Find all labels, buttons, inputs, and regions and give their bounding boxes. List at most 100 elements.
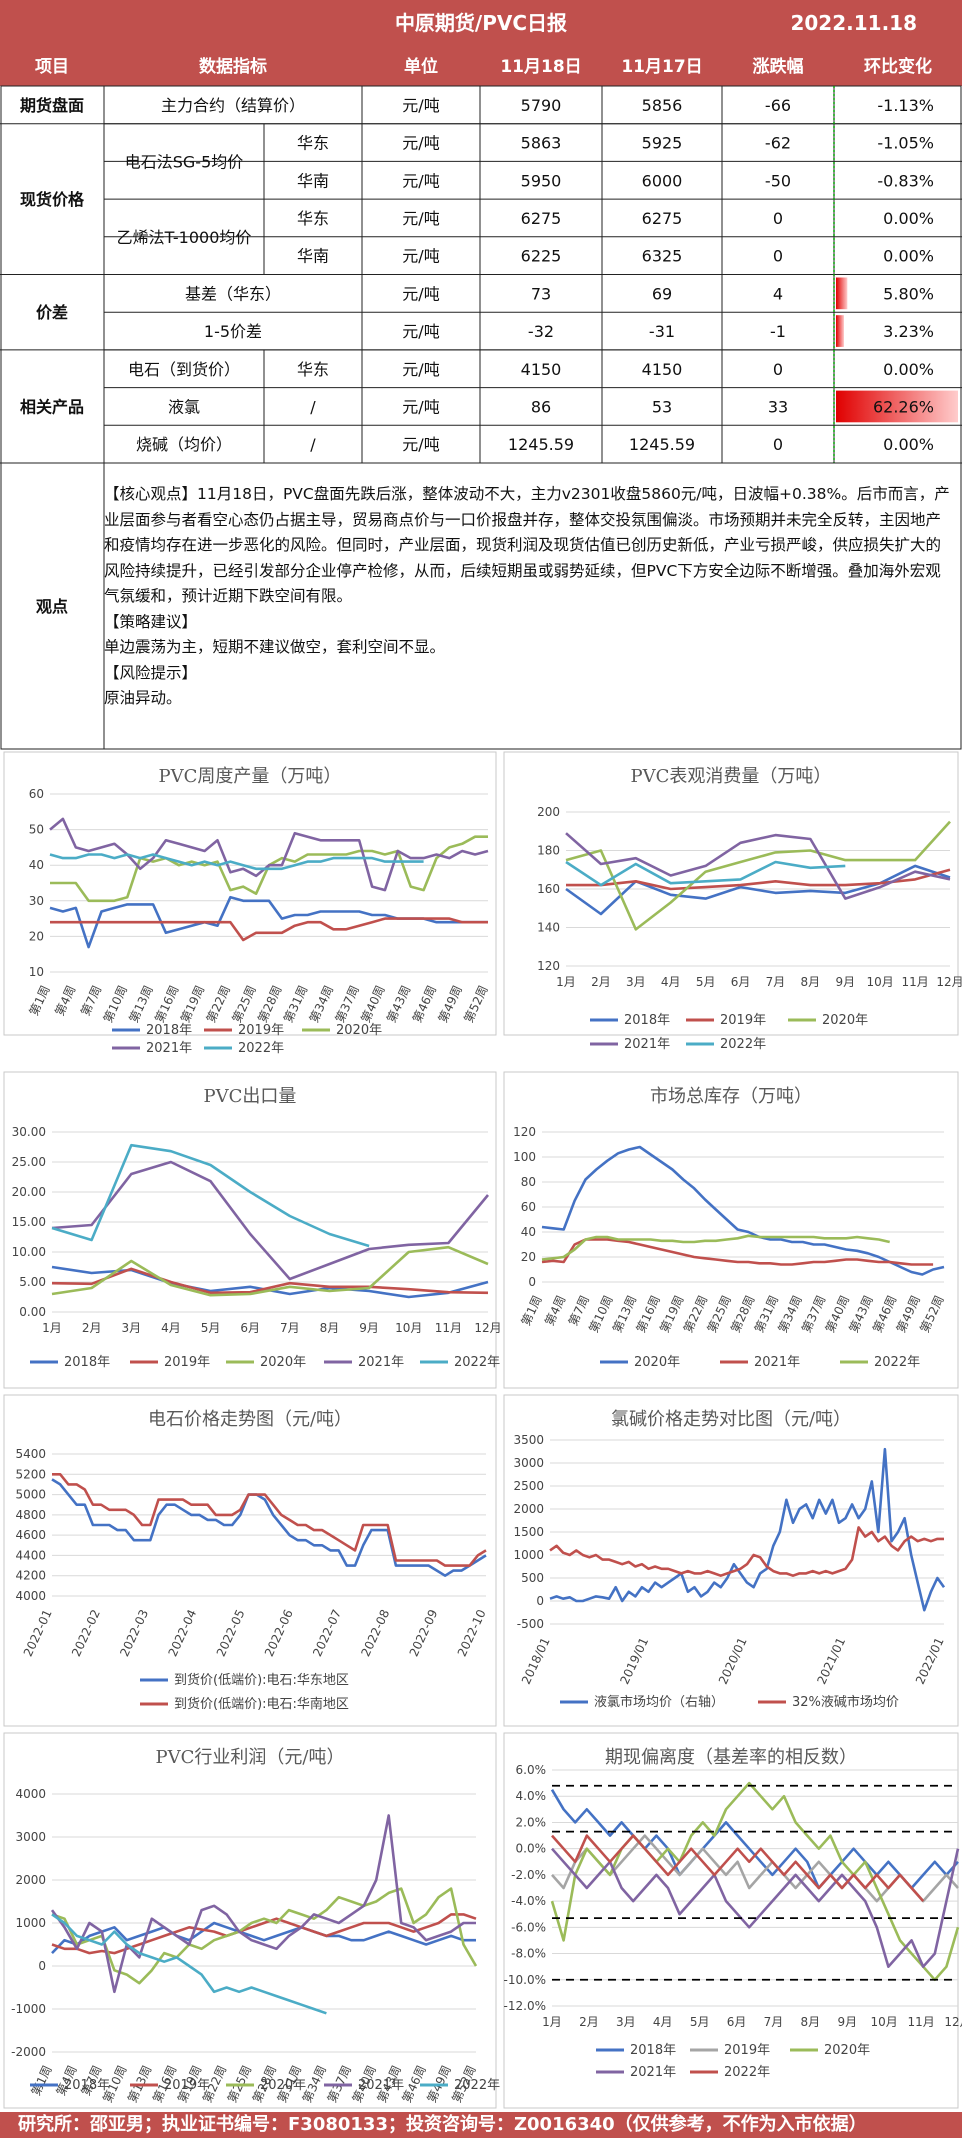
current-value: 6225 xyxy=(521,247,562,266)
chart-title: PVC出口量 xyxy=(204,1086,297,1107)
legend-label: 2020年 xyxy=(822,1013,868,1028)
series-line-3 xyxy=(51,1160,490,1281)
y-tick-label: 40 xyxy=(29,858,44,872)
table-header-bar xyxy=(0,46,962,86)
legend-label: 2020年 xyxy=(260,1355,306,1370)
x-tick-label: 7月 xyxy=(766,975,786,989)
x-tick-label: 11月 xyxy=(435,1321,462,1335)
legend-label: 2021年 xyxy=(754,1355,800,1370)
series-line-4 xyxy=(49,853,424,871)
y-tick-label: 2500 xyxy=(513,1479,544,1493)
series-line-2 xyxy=(565,820,951,931)
series-line-1 xyxy=(549,1526,944,1577)
series-line-4 xyxy=(51,1913,327,2015)
x-tick-label: 8月 xyxy=(320,1321,340,1335)
legend-label: 2018年 xyxy=(64,1355,110,1370)
x-tick-label: 11月 xyxy=(901,975,928,989)
x-tick-label: 3月 xyxy=(616,2015,636,2029)
column-header: 11月18日 xyxy=(500,57,581,77)
legend-label: 2021年 xyxy=(624,1037,670,1052)
legend-label: 2019年 xyxy=(724,2043,770,2058)
y-tick-label: 4800 xyxy=(15,1508,46,1522)
opinion-box xyxy=(0,462,962,750)
change-value: 0 xyxy=(773,360,783,379)
current-value: 5863 xyxy=(521,134,562,153)
indicator-label: 电石（到货价） xyxy=(128,360,240,379)
legend-label: 2018年 xyxy=(146,1023,192,1038)
y-tick-label: 120 xyxy=(537,959,560,973)
y-tick-label: 10 xyxy=(29,965,44,979)
y-tick-label: 3500 xyxy=(513,1433,544,1447)
series-line-3 xyxy=(49,817,489,892)
series-line-4 xyxy=(51,1143,370,1248)
y-tick-label: 25.00 xyxy=(12,1155,46,1169)
y-tick-label: 30 xyxy=(29,894,44,908)
legend-label: 2020年 xyxy=(336,1023,382,1038)
y-tick-label: 0 xyxy=(38,1959,46,1973)
legend-label: 2018年 xyxy=(630,2043,676,2058)
unit-cell: 元/吨 xyxy=(402,171,439,190)
y-tick-label: 20 xyxy=(521,1250,536,1264)
region-label: 华东 xyxy=(297,134,329,153)
legend-label: 2020年 xyxy=(634,1355,680,1370)
x-tick-label: 7月 xyxy=(764,2015,784,2029)
x-tick-label: 9月 xyxy=(359,1321,379,1335)
column-header: 环比变化 xyxy=(864,56,932,77)
chart-c2: PVC表观消费量（万吨） 120 140 160 180 200 1月 2月 3月 4月 5月 6月 7… xyxy=(503,751,962,1052)
region-label: 华南 xyxy=(297,247,329,266)
indicator-label: 电石法SG-5均价 xyxy=(125,152,244,171)
series-line-1 xyxy=(51,1267,489,1295)
series-line-2 xyxy=(51,1887,478,1985)
series-line-0 xyxy=(549,1447,946,1612)
x-tick-label: 4月 xyxy=(161,1321,181,1335)
y-tick-label: -2.0% xyxy=(511,1868,546,1882)
chart-panel xyxy=(503,1732,959,2109)
y-tick-label: -6.0% xyxy=(511,1920,546,1934)
series-line-3 xyxy=(551,1847,960,1968)
previous-value: 5856 xyxy=(642,96,683,115)
chart-panel xyxy=(3,1071,497,1389)
previous-value: 6275 xyxy=(642,209,683,228)
x-tick-label: 8月 xyxy=(801,2015,821,2029)
x-tick-label: 9月 xyxy=(835,975,855,989)
chart-c5: 电石价格走势图（元/吨） 4000 4200 4400 4600 4800 5000 5200… xyxy=(3,1394,497,1727)
change-value: 0 xyxy=(773,435,783,454)
y-tick-label: 20.00 xyxy=(12,1185,46,1199)
y-tick-label: 180 xyxy=(537,844,560,858)
legend-label: 2020年 xyxy=(824,2043,870,2058)
series-line-1 xyxy=(52,1473,487,1567)
indicator-label: 主力合约（结算价） xyxy=(161,96,305,115)
y-tick-label: 200 xyxy=(537,805,560,819)
series-line-0 xyxy=(51,1921,476,1955)
column-header: 单位 xyxy=(404,56,438,77)
y-tick-label: 1000 xyxy=(513,1548,544,1562)
y-tick-label: 120 xyxy=(513,1125,536,1139)
x-tick-label: 1月 xyxy=(542,2015,562,2029)
previous-value: 6000 xyxy=(642,171,683,190)
legend-label: 2021年 xyxy=(630,2065,676,2080)
legend-label: 2021年 xyxy=(358,2078,404,2093)
legend-label: 2022年 xyxy=(238,1041,284,1056)
series-line-0 xyxy=(565,864,951,916)
report-title: 中原期货/PVC日报 xyxy=(395,11,567,35)
x-tick-label: 6月 xyxy=(240,1321,260,1335)
core-view-title: 【核心观点】 xyxy=(104,485,198,503)
current-value: 5950 xyxy=(521,171,562,190)
y-tick-label: 0.0% xyxy=(516,1842,547,1856)
x-tick-label: 5月 xyxy=(201,1321,221,1335)
chart-title: 期现偏离度（基差率的相反数） xyxy=(605,1747,857,1768)
series-line-2 xyxy=(51,1245,489,1297)
previous-value: 6325 xyxy=(642,247,683,266)
y-tick-label: 15.00 xyxy=(12,1215,46,1229)
opinion-text: 【核心观点】11月18日，PVC盘面先跌后涨，整体波动不大，主力v2301收盘5… xyxy=(104,482,956,712)
series-line-0 xyxy=(541,1145,945,1276)
series-line-4 xyxy=(565,860,846,887)
x-tick-label: 10月 xyxy=(871,2015,898,2029)
region-label: / xyxy=(310,435,316,454)
chart-title: PVC周度产量（万吨） xyxy=(159,766,342,787)
y-tick-label: 40 xyxy=(521,1225,536,1239)
pct-data-bar xyxy=(836,277,848,310)
y-tick-label: 1500 xyxy=(513,1525,544,1539)
